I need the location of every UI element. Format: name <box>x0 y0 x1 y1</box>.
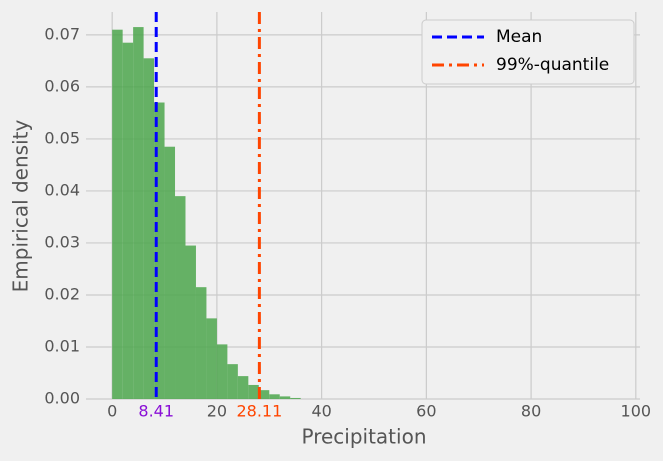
legend-label: 99%-quantile <box>496 55 609 75</box>
y-tick-label: 0.04 <box>44 180 80 199</box>
bar <box>154 102 165 400</box>
bar <box>175 196 186 399</box>
bar <box>216 344 228 399</box>
bar <box>227 364 238 399</box>
bar <box>269 394 280 399</box>
y-tick-label: 0.01 <box>44 336 80 355</box>
bar <box>185 245 196 399</box>
x-tick-label: 0 <box>107 402 117 421</box>
bar <box>143 58 155 400</box>
bar <box>237 376 249 399</box>
x-tick-label: 20 <box>207 402 227 421</box>
legend-label: Mean <box>496 27 542 47</box>
x-tick-label: 100 <box>621 402 652 421</box>
y-tick-label: 0.02 <box>44 284 80 303</box>
legend-box <box>421 19 635 85</box>
y-tick-label: 0.03 <box>44 232 80 251</box>
x-tick-label: 28.11 <box>236 402 282 421</box>
bar <box>122 42 134 400</box>
bar <box>206 318 217 399</box>
x-axis-label: Precipitation <box>301 425 426 449</box>
bar <box>195 287 207 399</box>
bar <box>112 29 123 399</box>
y-tick-label: 0.00 <box>44 389 80 408</box>
y-tick-label: 0.05 <box>44 128 80 147</box>
y-tick-label: 0.06 <box>44 76 80 95</box>
x-tick-label: 80 <box>521 402 541 421</box>
bar <box>133 27 144 399</box>
bar <box>164 146 176 399</box>
x-tick-label: 8.41 <box>138 402 174 421</box>
bar <box>290 397 301 399</box>
y-tick-label: 0.07 <box>44 24 80 43</box>
legend: Mean 99%-quantile <box>421 19 635 85</box>
bar <box>248 384 259 399</box>
bar <box>279 396 291 399</box>
x-tick-label: 40 <box>311 402 331 421</box>
x-tick-label: 60 <box>416 402 436 421</box>
y-axis-label: Empirical density <box>9 120 33 293</box>
bar <box>258 390 270 399</box>
